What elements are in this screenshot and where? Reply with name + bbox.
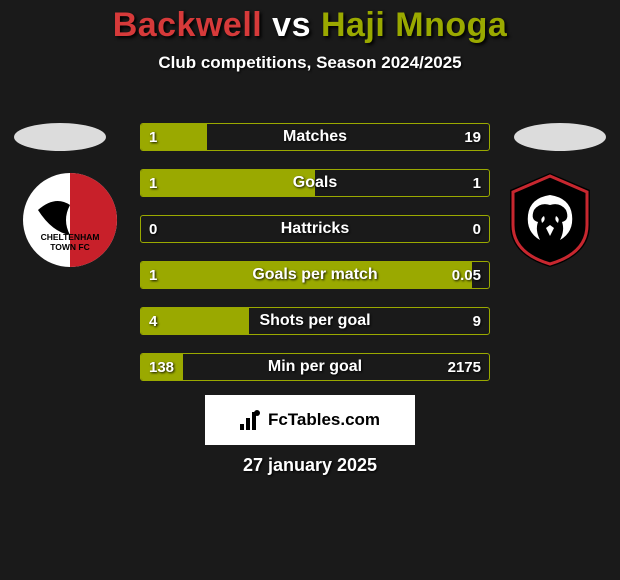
comparison-title: Backwell vs Haji Mnoga	[0, 0, 620, 45]
stat-row-matches: 1Matches19	[140, 123, 490, 151]
vs-text: vs	[272, 6, 311, 44]
stat-row-min-per-goal: 138Min per goal2175	[140, 353, 490, 381]
fctables-icon	[240, 410, 262, 430]
stat-value-right: 1	[473, 170, 481, 196]
stat-value-right: 9	[473, 308, 481, 334]
stat-row-goals: 1Goals1	[140, 169, 490, 197]
fctables-label: FcTables.com	[268, 410, 380, 430]
stat-label: Min per goal	[141, 354, 489, 380]
date-label: 27 january 2025	[0, 455, 620, 476]
subtitle: Club competitions, Season 2024/2025	[0, 53, 620, 73]
stat-value-right: 0.05	[452, 262, 481, 288]
svg-text:CHELTENHAM: CHELTENHAM	[41, 232, 100, 242]
stat-label: Matches	[141, 124, 489, 150]
player1-name: Backwell	[113, 6, 263, 44]
stat-value-right: 19	[464, 124, 481, 150]
shadow-ellipse-left	[14, 123, 106, 151]
stat-row-goals-per-match: 1Goals per match0.05	[140, 261, 490, 289]
stat-row-hattricks: 0Hattricks0	[140, 215, 490, 243]
club-badge-right	[500, 170, 600, 270]
stat-label: Hattricks	[141, 216, 489, 242]
stat-row-shots-per-goal: 4Shots per goal9	[140, 307, 490, 335]
svg-text:TOWN FC: TOWN FC	[50, 242, 90, 252]
stat-label: Goals	[141, 170, 489, 196]
stat-label: Goals per match	[141, 262, 489, 288]
shadow-ellipse-right	[514, 123, 606, 151]
fctables-watermark: FcTables.com	[205, 395, 415, 445]
stat-value-right: 0	[473, 216, 481, 242]
stat-label: Shots per goal	[141, 308, 489, 334]
stat-value-right: 2175	[448, 354, 481, 380]
club-badge-left: CHELTENHAM TOWN FC	[20, 170, 120, 270]
player2-name: Haji Mnoga	[321, 6, 507, 44]
